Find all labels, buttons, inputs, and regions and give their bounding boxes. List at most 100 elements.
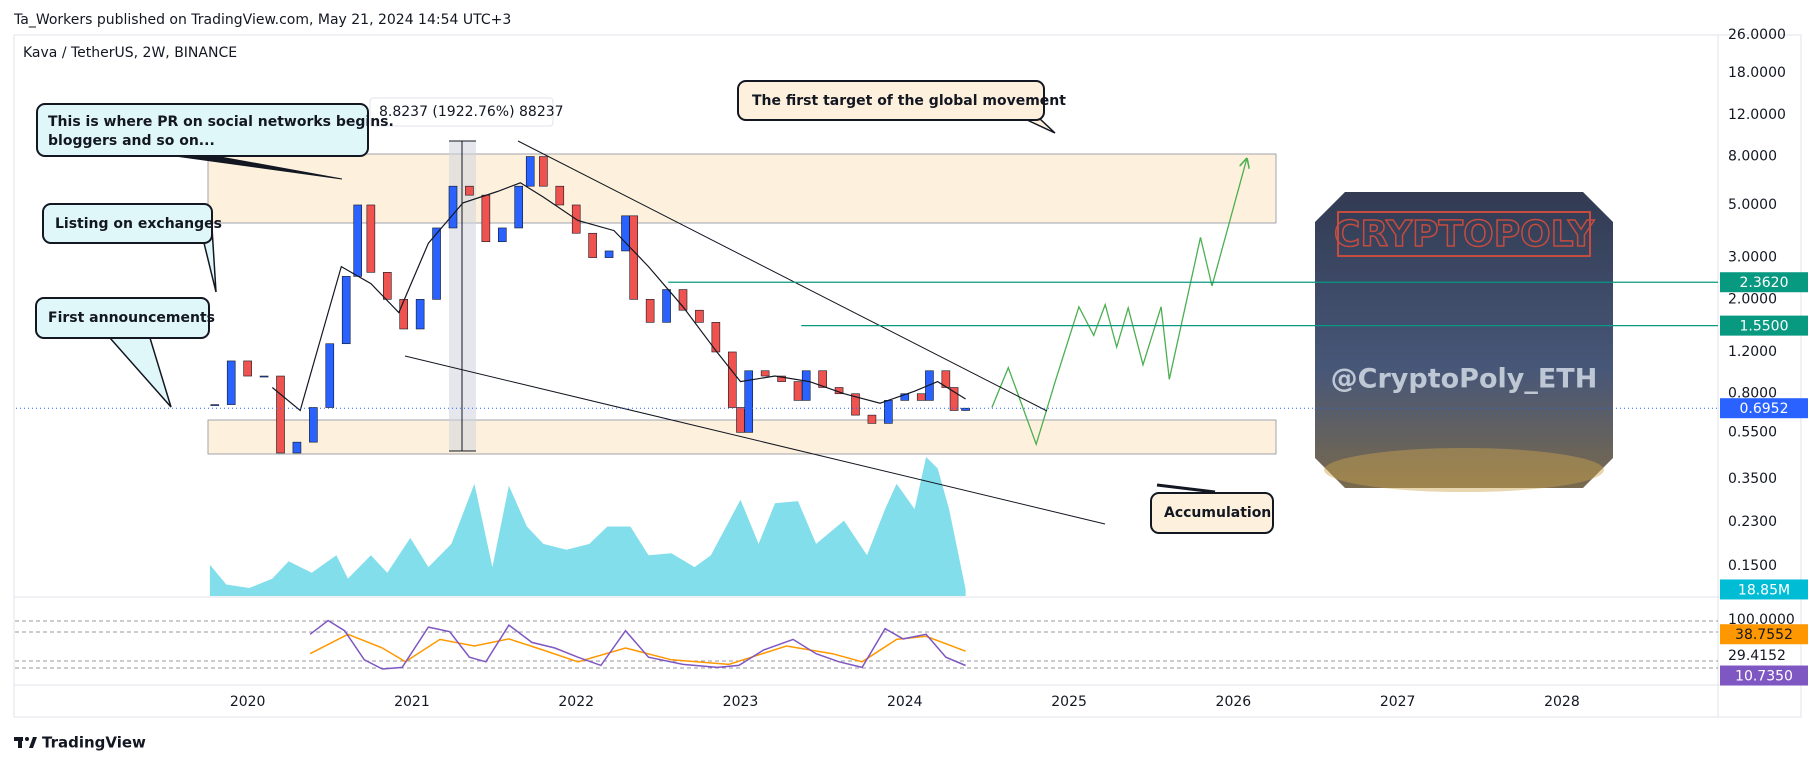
y-tick-label: 2.0000: [1728, 291, 1777, 307]
candle: [900, 393, 910, 401]
candle: [941, 370, 951, 388]
candle: [276, 375, 285, 454]
drawings: 8.8237 (1922.76%) 88237 This is where PR…: [35, 80, 1274, 534]
rsi-ma-label: 38.7552: [1735, 627, 1793, 643]
callout: [737, 80, 1045, 121]
footer-brand: TradingView: [42, 734, 146, 752]
rsi-box: [1720, 665, 1808, 686]
candle: [309, 407, 318, 443]
watermark-box: [1337, 211, 1591, 257]
rsi-scale-label: 100.0000: [1728, 612, 1795, 628]
y-tick-label: 8.0000: [1728, 149, 1777, 165]
rsi-label: 10.7350: [1735, 669, 1793, 685]
candle: [525, 156, 535, 187]
x-tick-label: 2023: [723, 694, 759, 710]
candle: [645, 299, 655, 323]
y-tick-label: 5.0000: [1728, 197, 1777, 213]
measure-label-box: [369, 97, 554, 127]
callout: [35, 297, 210, 339]
callout-tail: [1156, 483, 1216, 494]
x-tick-label: 2021: [394, 694, 430, 710]
candle: [226, 360, 236, 405]
candle: [292, 441, 302, 454]
level-label: 2.3620: [1740, 275, 1789, 291]
candle: [243, 360, 252, 377]
callout-text: bloggers and so on...: [48, 133, 215, 149]
watermark-bg: [1315, 192, 1613, 488]
logo-part: [29, 737, 37, 748]
candle: [851, 393, 860, 416]
callout-text: The first target of the global movement: [752, 93, 1066, 109]
candle: [415, 299, 425, 330]
callout-tail: [1024, 118, 1056, 134]
candle: [760, 370, 770, 377]
footer-logo: [14, 737, 37, 748]
candle: [481, 194, 491, 243]
zones: [207, 140, 1277, 455]
x-tick-label: 2022: [558, 694, 594, 710]
candle: [916, 393, 926, 401]
candle: [801, 370, 811, 401]
candle: [949, 387, 959, 411]
logo-part: [25, 737, 29, 741]
y-tick-label: 3.0000: [1728, 250, 1777, 266]
candle: [399, 299, 409, 330]
candle: [961, 407, 970, 411]
last-price-box: [1720, 398, 1808, 419]
candle: [539, 156, 548, 187]
volume-area: [209, 457, 966, 596]
candle: [678, 289, 688, 311]
candle: [777, 375, 786, 382]
watermark-handle: @CryptoPoly_ETH: [1331, 364, 1598, 395]
candle: [497, 227, 507, 243]
moving-average: [271, 182, 966, 412]
x-tick-label: 2028: [1544, 694, 1580, 710]
logo-part: [18, 737, 22, 748]
y-tick-label: 0.3500: [1728, 471, 1777, 487]
watermark: CRYPTOPOLY @CryptoPoly_ETH: [1315, 192, 1613, 492]
x-tick-label: 2025: [1051, 694, 1087, 710]
candle: [325, 343, 335, 408]
watermark-glow: [1324, 448, 1604, 492]
candle: [588, 232, 597, 258]
callout-text: First announcements: [48, 310, 215, 326]
candle: [366, 204, 376, 273]
trend-line: [517, 140, 1048, 412]
published-line: Ta_Workers published on TradingView.com,…: [13, 12, 511, 28]
callout: [42, 203, 213, 244]
y-tick-label: 0.1500: [1728, 558, 1777, 574]
y-tick-label: 18.0000: [1728, 65, 1786, 81]
y-tick-label: 0.2300: [1728, 514, 1777, 530]
candle: [884, 400, 893, 424]
volume-label-box: [1720, 579, 1808, 600]
candle: [867, 414, 877, 424]
level-label-box: [1720, 272, 1808, 293]
price-pane: [209, 156, 1247, 596]
candle: [727, 351, 737, 408]
candle: [353, 204, 363, 277]
candle: [629, 215, 639, 300]
last-price-label: 0.6952: [1740, 401, 1789, 417]
target-zone: [207, 153, 1277, 224]
candle: [448, 185, 458, 229]
watermark-title: CRYPTOPOLY: [1334, 214, 1595, 255]
candle: [818, 370, 827, 388]
x-tick-label: 2026: [1216, 694, 1252, 710]
rsi-ma-box: [1720, 624, 1808, 645]
level-label: 1.5500: [1740, 319, 1789, 335]
y-tick-label: 0.8000: [1728, 386, 1777, 402]
y-tick-label: 12.0000: [1728, 107, 1786, 123]
rsi-line: [309, 619, 966, 670]
candle: [555, 185, 565, 206]
x-tick-label: 2020: [230, 694, 266, 710]
candle: [793, 381, 803, 401]
trend-line: [404, 355, 1106, 525]
candle: [432, 227, 441, 300]
candle: [662, 289, 671, 323]
callout-text: This is where PR on social networks begi…: [48, 114, 394, 130]
candle: [711, 322, 721, 353]
y-tick-label: 0.5500: [1728, 424, 1777, 440]
